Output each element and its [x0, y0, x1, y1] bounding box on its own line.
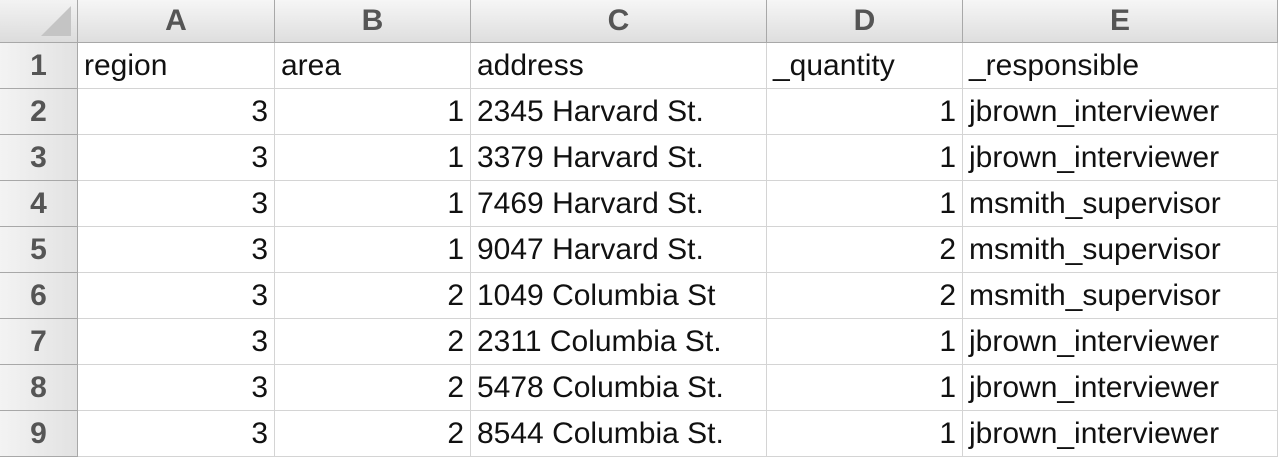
- row-header-4[interactable]: 4: [0, 181, 78, 227]
- row-header-2[interactable]: 2: [0, 89, 78, 135]
- cell-c7[interactable]: 2311 Columbia St.: [471, 319, 767, 365]
- cell-e6[interactable]: msmith_supervisor: [963, 273, 1278, 319]
- sheet-row-1: 1 region area address _quantity _respons…: [0, 43, 1278, 89]
- cell-c6[interactable]: 1049 Columbia St: [471, 273, 767, 319]
- cell-b5[interactable]: 1: [275, 227, 471, 273]
- cell-a6[interactable]: 3: [78, 273, 275, 319]
- cell-e1[interactable]: _responsible: [963, 43, 1278, 89]
- cell-a1[interactable]: region: [78, 43, 275, 89]
- cell-e3[interactable]: jbrown_interviewer: [963, 135, 1278, 181]
- cell-a5[interactable]: 3: [78, 227, 275, 273]
- select-all-triangle-icon: [41, 6, 71, 36]
- cell-a8[interactable]: 3: [78, 365, 275, 411]
- cell-b3[interactable]: 1: [275, 135, 471, 181]
- cell-e7[interactable]: jbrown_interviewer: [963, 319, 1278, 365]
- cell-a3[interactable]: 3: [78, 135, 275, 181]
- cell-a2[interactable]: 3: [78, 89, 275, 135]
- cell-d6[interactable]: 2: [767, 273, 963, 319]
- cell-a9[interactable]: 3: [78, 411, 275, 457]
- sheet-row-4: 4 3 1 7469 Harvard St. 1 msmith_supervis…: [0, 181, 1278, 227]
- cell-e5[interactable]: msmith_supervisor: [963, 227, 1278, 273]
- cell-d4[interactable]: 1: [767, 181, 963, 227]
- sheet-row-3: 3 3 1 3379 Harvard St. 1 jbrown_intervie…: [0, 135, 1278, 181]
- cell-d3[interactable]: 1: [767, 135, 963, 181]
- row-header-6[interactable]: 6: [0, 273, 78, 319]
- row-header-7[interactable]: 7: [0, 319, 78, 365]
- cell-c4[interactable]: 7469 Harvard St.: [471, 181, 767, 227]
- cell-b9[interactable]: 2: [275, 411, 471, 457]
- cell-e2[interactable]: jbrown_interviewer: [963, 89, 1278, 135]
- sheet-row-2: 2 3 1 2345 Harvard St. 1 jbrown_intervie…: [0, 89, 1278, 135]
- cell-c5[interactable]: 9047 Harvard St.: [471, 227, 767, 273]
- cell-c3[interactable]: 3379 Harvard St.: [471, 135, 767, 181]
- row-header-5[interactable]: 5: [0, 227, 78, 273]
- cell-b8[interactable]: 2: [275, 365, 471, 411]
- sheet-row-7: 7 3 2 2311 Columbia St. 1 jbrown_intervi…: [0, 319, 1278, 365]
- cell-e4[interactable]: msmith_supervisor: [963, 181, 1278, 227]
- sheet-row-5: 5 3 1 9047 Harvard St. 2 msmith_supervis…: [0, 227, 1278, 273]
- cell-b7[interactable]: 2: [275, 319, 471, 365]
- column-header-e[interactable]: E: [963, 0, 1278, 43]
- column-header-b[interactable]: B: [275, 0, 471, 43]
- cell-c9[interactable]: 8544 Columbia St.: [471, 411, 767, 457]
- cell-e9[interactable]: jbrown_interviewer: [963, 411, 1278, 457]
- column-header-d[interactable]: D: [767, 0, 963, 43]
- sheet-row-6: 6 3 2 1049 Columbia St 2 msmith_supervis…: [0, 273, 1278, 319]
- cell-c1[interactable]: address: [471, 43, 767, 89]
- cell-d8[interactable]: 1: [767, 365, 963, 411]
- cell-d1[interactable]: _quantity: [767, 43, 963, 89]
- select-all-corner[interactable]: [0, 0, 78, 43]
- cell-b2[interactable]: 1: [275, 89, 471, 135]
- row-header-8[interactable]: 8: [0, 365, 78, 411]
- cell-d9[interactable]: 1: [767, 411, 963, 457]
- column-header-c[interactable]: C: [471, 0, 767, 43]
- column-header-a[interactable]: A: [78, 0, 275, 43]
- cell-e8[interactable]: jbrown_interviewer: [963, 365, 1278, 411]
- cell-a4[interactable]: 3: [78, 181, 275, 227]
- cell-a7[interactable]: 3: [78, 319, 275, 365]
- cell-b4[interactable]: 1: [275, 181, 471, 227]
- cell-c2[interactable]: 2345 Harvard St.: [471, 89, 767, 135]
- cell-d2[interactable]: 1: [767, 89, 963, 135]
- row-header-3[interactable]: 3: [0, 135, 78, 181]
- row-header-1[interactable]: 1: [0, 43, 78, 89]
- cell-d5[interactable]: 2: [767, 227, 963, 273]
- cell-b1[interactable]: area: [275, 43, 471, 89]
- cell-b6[interactable]: 2: [275, 273, 471, 319]
- cell-d7[interactable]: 1: [767, 319, 963, 365]
- column-header-row: A B C D E: [0, 0, 1278, 43]
- sheet-row-8: 8 3 2 5478 Columbia St. 1 jbrown_intervi…: [0, 365, 1278, 411]
- row-header-9[interactable]: 9: [0, 411, 78, 457]
- cell-c8[interactable]: 5478 Columbia St.: [471, 365, 767, 411]
- sheet-row-9: 9 3 2 8544 Columbia St. 1 jbrown_intervi…: [0, 411, 1278, 457]
